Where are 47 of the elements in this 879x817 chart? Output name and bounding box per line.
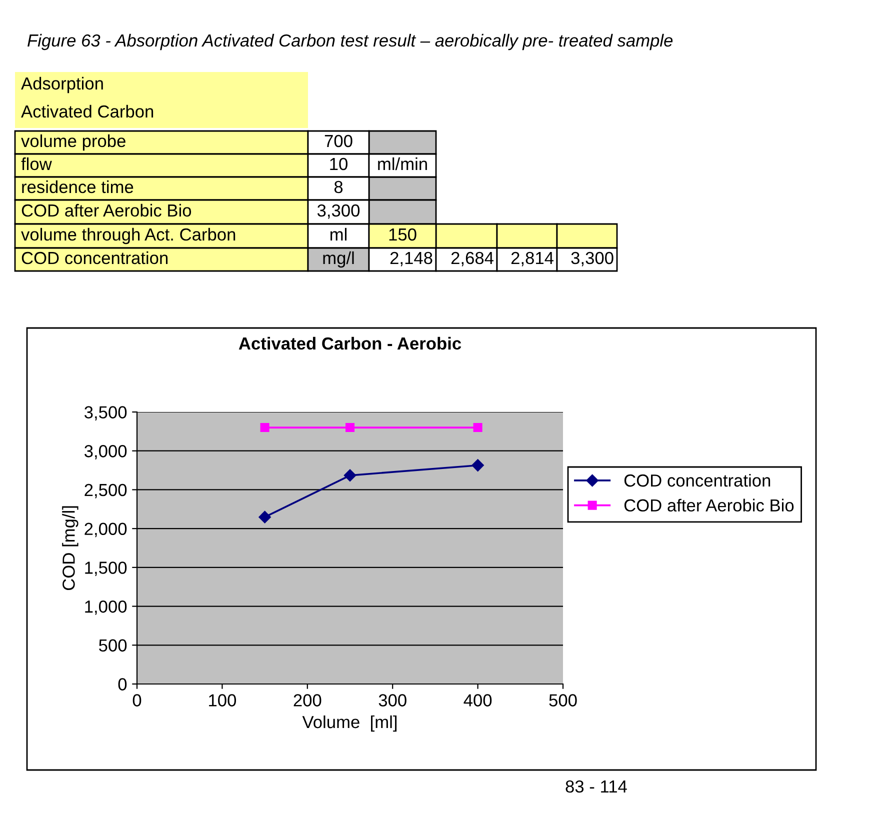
y-tick-label: 500 (99, 639, 127, 652)
text: volume through Act. Carbon (21, 228, 236, 244)
text: ml/min (378, 157, 427, 170)
text: ml (330, 228, 346, 240)
point (473, 423, 482, 432)
text: residence time (22, 180, 134, 194)
y-tick-label: 2,500 (84, 484, 127, 498)
y-tick-label: 2,000 (84, 522, 127, 538)
chart-title: Activated Carbon - Aerobic (238, 336, 462, 350)
text: 2,814 (511, 252, 554, 266)
text: 3,300 (571, 252, 614, 266)
y-tick-label: 3,500 (84, 406, 127, 421)
x-tick-label: 500 (549, 694, 577, 706)
legend-label: COD concentration (624, 474, 770, 487)
text: 10 (330, 158, 348, 170)
legend-label: COD after Aerobic Bio (624, 498, 794, 512)
y-axis-title: COD [mg/l] (62, 506, 78, 590)
x-axis-title: Volume [ml] (302, 715, 397, 732)
y-tick-label: 1,000 (85, 600, 127, 615)
x-tick-label: 300 (378, 694, 406, 706)
text: 8 (334, 180, 343, 194)
text: 83 - 114 (566, 780, 627, 793)
text: Activated Carbon (21, 104, 154, 118)
text: 3,300 (317, 204, 360, 219)
text: COD after Aerobic Bio (22, 204, 192, 217)
y-tick-label: 0 (118, 678, 127, 690)
x-tick-label: 100 (209, 694, 236, 706)
text: volume probe (21, 134, 126, 151)
text: 700 (324, 134, 352, 148)
point (260, 423, 270, 432)
text: mg/l (323, 251, 354, 268)
x-tick-label: 200 (294, 694, 322, 706)
x-tick-label: 400 (464, 694, 492, 706)
text: flow (21, 157, 52, 170)
point (344, 469, 356, 482)
x-tick-label: 0 (132, 694, 142, 706)
text: 2,684 (451, 252, 494, 266)
y-tick-label: 1,500 (85, 562, 127, 576)
y-tick-label: 3,000 (84, 445, 127, 460)
text: 2,148 (390, 252, 432, 266)
caption: Figure 63 - Absorption Activated Carbon test result – aerobically pre- treated sample (28, 34, 673, 50)
text: COD concentration (22, 251, 168, 264)
text: Adsorption (21, 76, 103, 94)
point (258, 510, 271, 524)
point (472, 459, 484, 472)
point (345, 423, 355, 432)
text: 150 (389, 228, 416, 241)
